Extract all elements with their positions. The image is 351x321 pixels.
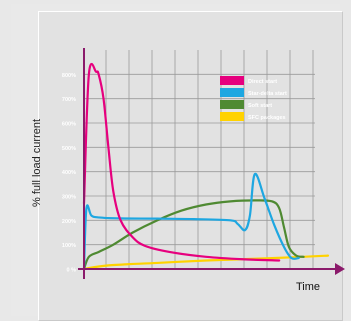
y-tick-label: 300%: [62, 195, 76, 201]
series-line-soft-start: [82, 199, 305, 271]
y-tick-label: 700%: [62, 97, 76, 103]
y-tick-label: 200%: [62, 219, 76, 225]
y-tick-label: 500%: [62, 146, 76, 152]
y-tick-label: 400%: [62, 170, 76, 176]
series-lines: [82, 62, 330, 271]
y-tick-label: 600%: [62, 122, 76, 128]
y-tick-label: 100%: [62, 243, 76, 249]
legend-label: Star-delta start: [248, 91, 287, 97]
y-tick-labels: 0 % 100% 200% 300% 400% 500% 600% 700% 800%: [62, 73, 76, 274]
legend-swatch: [220, 88, 244, 97]
grid-lines: [84, 50, 315, 269]
legend-label: Direct start: [248, 79, 277, 85]
x-axis-label: Time: [296, 281, 320, 293]
figure-frame: [11, 4, 343, 321]
legend-swatch: [220, 100, 244, 109]
series-line-direct-start: [82, 62, 281, 262]
series-line-star-delta-start: [82, 172, 300, 271]
legend-label: SFC packages: [248, 115, 286, 121]
axes: [78, 48, 345, 279]
legend-label: Soft start: [248, 103, 272, 109]
legend-swatch: [220, 76, 244, 85]
legend-swatch: [220, 112, 244, 121]
y-tick-label: 0 %: [67, 268, 77, 274]
y-tick-label: 800%: [62, 73, 76, 79]
y-axis-label: % full load current: [31, 119, 43, 207]
legend: Direct start Star-delta start Soft start SF…: [220, 76, 287, 121]
x-axis-arrow: [335, 263, 345, 275]
